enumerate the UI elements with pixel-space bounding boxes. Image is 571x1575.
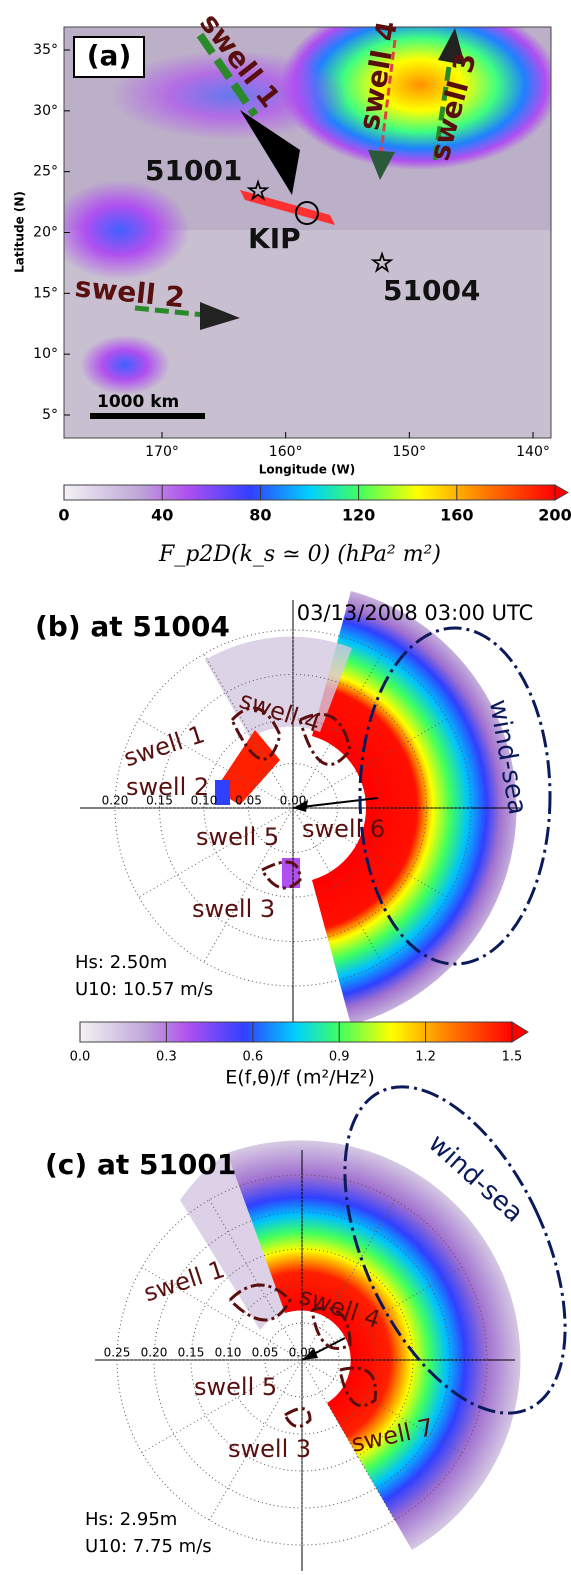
radial-grid <box>301 1199 395 1361</box>
y-tick-label: 35° <box>33 42 58 58</box>
x-tick-label: 170° <box>145 444 179 460</box>
colorbar-tick-label: 80 <box>249 506 271 525</box>
timestamp: 03/13/2008 03:00 UTC <box>297 601 534 625</box>
panel-label: (b) at 51004 <box>35 610 230 643</box>
y-axis-label: Latitude (N) <box>13 191 27 273</box>
ring-grid <box>227 1285 377 1435</box>
map <box>64 27 551 438</box>
radial-grid <box>141 1267 303 1361</box>
colorbar-tick-label: 0.0 <box>70 1050 91 1065</box>
buoy-marker: ☆ <box>370 249 393 279</box>
radial-tick-label: 0.25 <box>104 1346 131 1360</box>
colorbar-tick-label: 1.2 <box>415 1050 436 1065</box>
buoy-label: 51004 <box>383 274 480 307</box>
annotation: swell 6 <box>302 815 385 843</box>
ring-grid <box>153 1211 451 1509</box>
colorbar-label: E(f,θ)/f (m²/Hz²) <box>225 1067 375 1089</box>
radial-grid <box>141 1359 303 1453</box>
ring-grid <box>114 629 472 987</box>
annotation: swell 3 <box>192 895 275 923</box>
colorbar-tick-label: 1.5 <box>502 1050 523 1065</box>
radial-grid <box>292 718 448 809</box>
ring-grid <box>203 718 383 898</box>
annotation: swell 3 <box>228 1435 311 1463</box>
annotation: swell 2 <box>126 773 209 801</box>
colorbar-tick-label: 160 <box>440 506 473 525</box>
x-tick-label: 150° <box>392 444 426 460</box>
colorbar-tick-label: 200 <box>538 506 571 525</box>
y-tick-label: 30° <box>33 103 58 119</box>
y-tick-label: 25° <box>33 164 58 180</box>
panel-label: (c) at 51001 <box>45 1148 236 1181</box>
annotation: swell 1 <box>120 720 208 772</box>
buoy-marker: ☆ <box>246 177 269 207</box>
x-tick-label: 160° <box>269 444 303 460</box>
u10-label: U10: 7.75 m/s <box>85 1536 212 1557</box>
x-axis-label: Longitude (W) <box>259 463 356 477</box>
ring-grid <box>116 1174 488 1546</box>
radial-grid <box>292 653 383 809</box>
hs-label: Hs: 2.95m <box>85 1509 177 1530</box>
y-tick-label: 10° <box>33 346 58 362</box>
annotation: swell 5 <box>196 823 279 851</box>
colorbar-tick-label: 0 <box>58 506 69 525</box>
annotation: swell 5 <box>194 1373 277 1401</box>
u10-label: U10: 10.57 m/s <box>75 979 213 1000</box>
radial-grid <box>209 1199 303 1361</box>
ring-grid <box>159 674 427 942</box>
y-tick-label: 20° <box>33 225 58 241</box>
radial-tick-label: 0.15 <box>146 794 173 808</box>
radial-tick-label: 0.05 <box>235 794 262 808</box>
hs-label: Hs: 2.50m <box>75 952 167 973</box>
radial-tick-label: 0.10 <box>191 794 218 808</box>
radial-grid <box>209 1359 303 1521</box>
panel-label: (a) <box>87 39 132 72</box>
ring-grid <box>248 763 338 853</box>
scale-label: 1000 km <box>97 392 179 412</box>
y-tick-label: 15° <box>33 285 58 301</box>
colorbar-tick-label: 0.3 <box>156 1050 177 1065</box>
colorbar-label: F_p2D(k_s ≃ 0) (hPa² m²) <box>158 542 441 567</box>
radial-grid <box>292 807 448 898</box>
x-tick-label: 140° <box>516 444 550 460</box>
radial-tick-label: 0.05 <box>252 1346 279 1360</box>
radial-tick-label: 0.00 <box>280 794 307 808</box>
radial-grid <box>301 1267 463 1361</box>
radial-tick-label: 0.15 <box>178 1346 205 1360</box>
ring-grid <box>190 1248 414 1472</box>
ring-grid <box>264 1322 340 1398</box>
radial-grid <box>138 718 294 809</box>
colorbar-tick-label: 120 <box>342 506 375 525</box>
radial-tick-label: 0.10 <box>215 1346 242 1360</box>
colorbar-tick-label: 40 <box>151 506 173 525</box>
radial-grid <box>301 1359 463 1453</box>
site-label: KIP <box>248 222 301 255</box>
colorbar-tick-label: 0.6 <box>242 1050 263 1065</box>
y-tick-label: 5° <box>42 407 58 423</box>
buoy-label: 51001 <box>145 154 242 187</box>
annotation: swell 1 <box>140 1255 228 1307</box>
radial-grid <box>301 1359 395 1521</box>
radial-grid <box>203 807 294 963</box>
colorbar-tick-label: 0.9 <box>329 1050 350 1065</box>
radial-tick-label: 0.20 <box>141 1346 168 1360</box>
radial-tick-label: 0.20 <box>102 794 129 808</box>
